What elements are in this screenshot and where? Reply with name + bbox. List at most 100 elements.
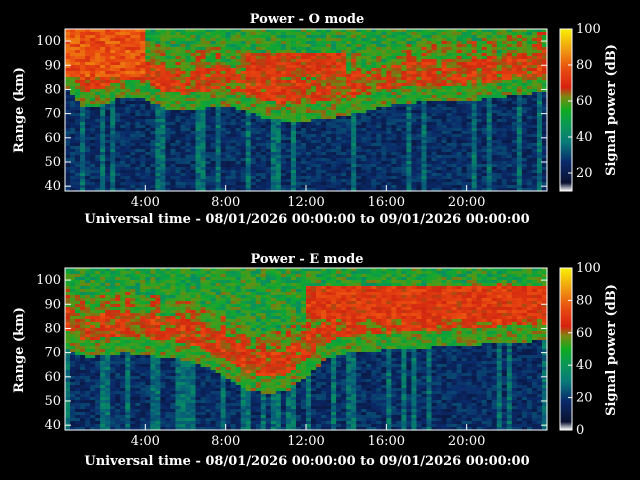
- heatmap-cell: [285, 137, 292, 141]
- heatmap-cell: [280, 83, 287, 87]
- heatmap-cell: [245, 167, 252, 171]
- heatmap-cell: [175, 182, 182, 186]
- heatmap-cell: [280, 140, 287, 144]
- heatmap-cell: [140, 62, 146, 66]
- heatmap-cell: [75, 38, 81, 42]
- heatmap-cell: [205, 188, 212, 192]
- heatmap-cell: [240, 65, 247, 69]
- heatmap-cell: [285, 161, 292, 165]
- heatmap-cell: [130, 32, 136, 36]
- heatmap-cell: [275, 32, 282, 36]
- heatmap-cell: [331, 98, 337, 102]
- heatmap-cell: [255, 44, 262, 48]
- heatmap-cell: [115, 98, 121, 102]
- heatmap-cell: [175, 152, 182, 156]
- heatmap-cell: [145, 125, 151, 129]
- heatmap-cell: [260, 107, 267, 111]
- heatmap-cell: [95, 137, 101, 141]
- heatmap-cell: [85, 71, 91, 75]
- heatmap-cell: [290, 176, 297, 180]
- heatmap-cell: [205, 71, 212, 75]
- heatmap-cell: [275, 167, 282, 171]
- heatmap-cell: [140, 155, 146, 159]
- heatmap-cell: [135, 95, 141, 99]
- heatmap-cell: [140, 53, 146, 57]
- heatmap-cell: [300, 158, 307, 162]
- heatmap-cell: [316, 155, 322, 159]
- heatmap-cell: [90, 125, 96, 129]
- heatmap-cell: [260, 68, 267, 72]
- heatmap-cell: [311, 68, 317, 72]
- heatmap-cell: [195, 74, 202, 78]
- heatmap-cell: [230, 131, 237, 135]
- heatmap-cell: [326, 92, 332, 96]
- heatmap-cell: [160, 44, 167, 48]
- heatmap-cell: [240, 71, 247, 75]
- heatmap-cell: [110, 167, 116, 171]
- heatmap-cell: [70, 59, 76, 63]
- heatmap-cell: [295, 53, 302, 57]
- heatmap-cell: [95, 119, 101, 123]
- heatmap-cell: [105, 62, 111, 66]
- heatmap-cell: [280, 161, 287, 165]
- heatmap-cell: [306, 59, 312, 63]
- heatmap-cell: [190, 86, 197, 90]
- heatmap-cell: [195, 122, 202, 126]
- heatmap-cell: [270, 143, 277, 147]
- heatmap-cell: [245, 188, 252, 192]
- heatmap-cell: [185, 86, 192, 90]
- heatmap-cell: [80, 56, 86, 60]
- heatmap-cell: [260, 122, 267, 126]
- heatmap-cell: [225, 116, 232, 120]
- heatmap-cell: [165, 74, 172, 78]
- heatmap-cell: [250, 35, 257, 39]
- heatmap-cell: [90, 173, 96, 177]
- heatmap-cell: [326, 131, 332, 135]
- heatmap-cell: [120, 95, 126, 99]
- heatmap-cell: [225, 95, 232, 99]
- heatmap-cell: [255, 161, 262, 165]
- heatmap-cell: [255, 47, 262, 51]
- heatmap-cell: [70, 38, 76, 42]
- heatmap-cell: [190, 74, 197, 78]
- heatmap-cell: [285, 83, 292, 87]
- heatmap-cell: [85, 167, 91, 171]
- heatmap-cell: [175, 32, 182, 36]
- heatmap-cell: [115, 116, 121, 120]
- heatmap-cell: [140, 74, 146, 78]
- heatmap-cell: [250, 59, 257, 63]
- heatmap-cell: [125, 152, 131, 156]
- heatmap-cell: [65, 89, 71, 93]
- heatmap-cell: [105, 179, 111, 183]
- heatmap-cell: [316, 44, 322, 48]
- heatmap-cell: [300, 173, 307, 177]
- heatmap-cell: [311, 146, 317, 150]
- heatmap-cell: [225, 185, 232, 189]
- heatmap-cell: [245, 173, 252, 177]
- heatmap-cell: [170, 29, 177, 33]
- heatmap-cell: [185, 125, 192, 129]
- heatmap-cell: [225, 182, 232, 186]
- heatmap-cell: [240, 158, 247, 162]
- heatmap-cell: [210, 41, 217, 45]
- heatmap-cell: [255, 53, 262, 57]
- heatmap-cell: [311, 95, 317, 99]
- heatmap-cell: [115, 122, 121, 126]
- heatmap-cell: [270, 62, 277, 66]
- heatmap-cell: [280, 77, 287, 81]
- heatmap-cell: [300, 86, 307, 90]
- heatmap-cell: [170, 158, 177, 162]
- heatmap-cell: [306, 113, 312, 117]
- heatmap-cell: [300, 107, 307, 111]
- heatmap-cell: [195, 83, 202, 87]
- heatmap-cell: [65, 122, 71, 126]
- heatmap-cell: [300, 140, 307, 144]
- heatmap-cell: [160, 62, 167, 66]
- heatmap-cell: [175, 113, 182, 117]
- heatmap-cell: [225, 107, 232, 111]
- heatmap-cell: [250, 44, 257, 48]
- heatmap-cell: [316, 179, 322, 183]
- heatmap-cell: [110, 152, 116, 156]
- heatmap-cell: [70, 83, 76, 87]
